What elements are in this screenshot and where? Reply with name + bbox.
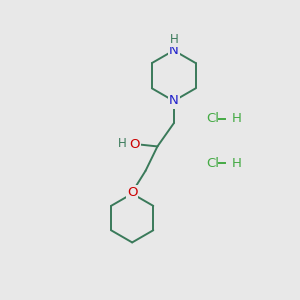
Text: H: H <box>117 137 126 150</box>
Text: N: N <box>169 44 179 57</box>
Text: Cl: Cl <box>206 157 220 170</box>
Text: H: H <box>232 157 242 170</box>
Text: Cl: Cl <box>206 112 220 125</box>
Text: H: H <box>232 112 242 125</box>
Text: N: N <box>169 94 179 107</box>
Text: H: H <box>169 33 178 46</box>
Text: O: O <box>129 138 140 151</box>
Text: O: O <box>127 186 137 199</box>
